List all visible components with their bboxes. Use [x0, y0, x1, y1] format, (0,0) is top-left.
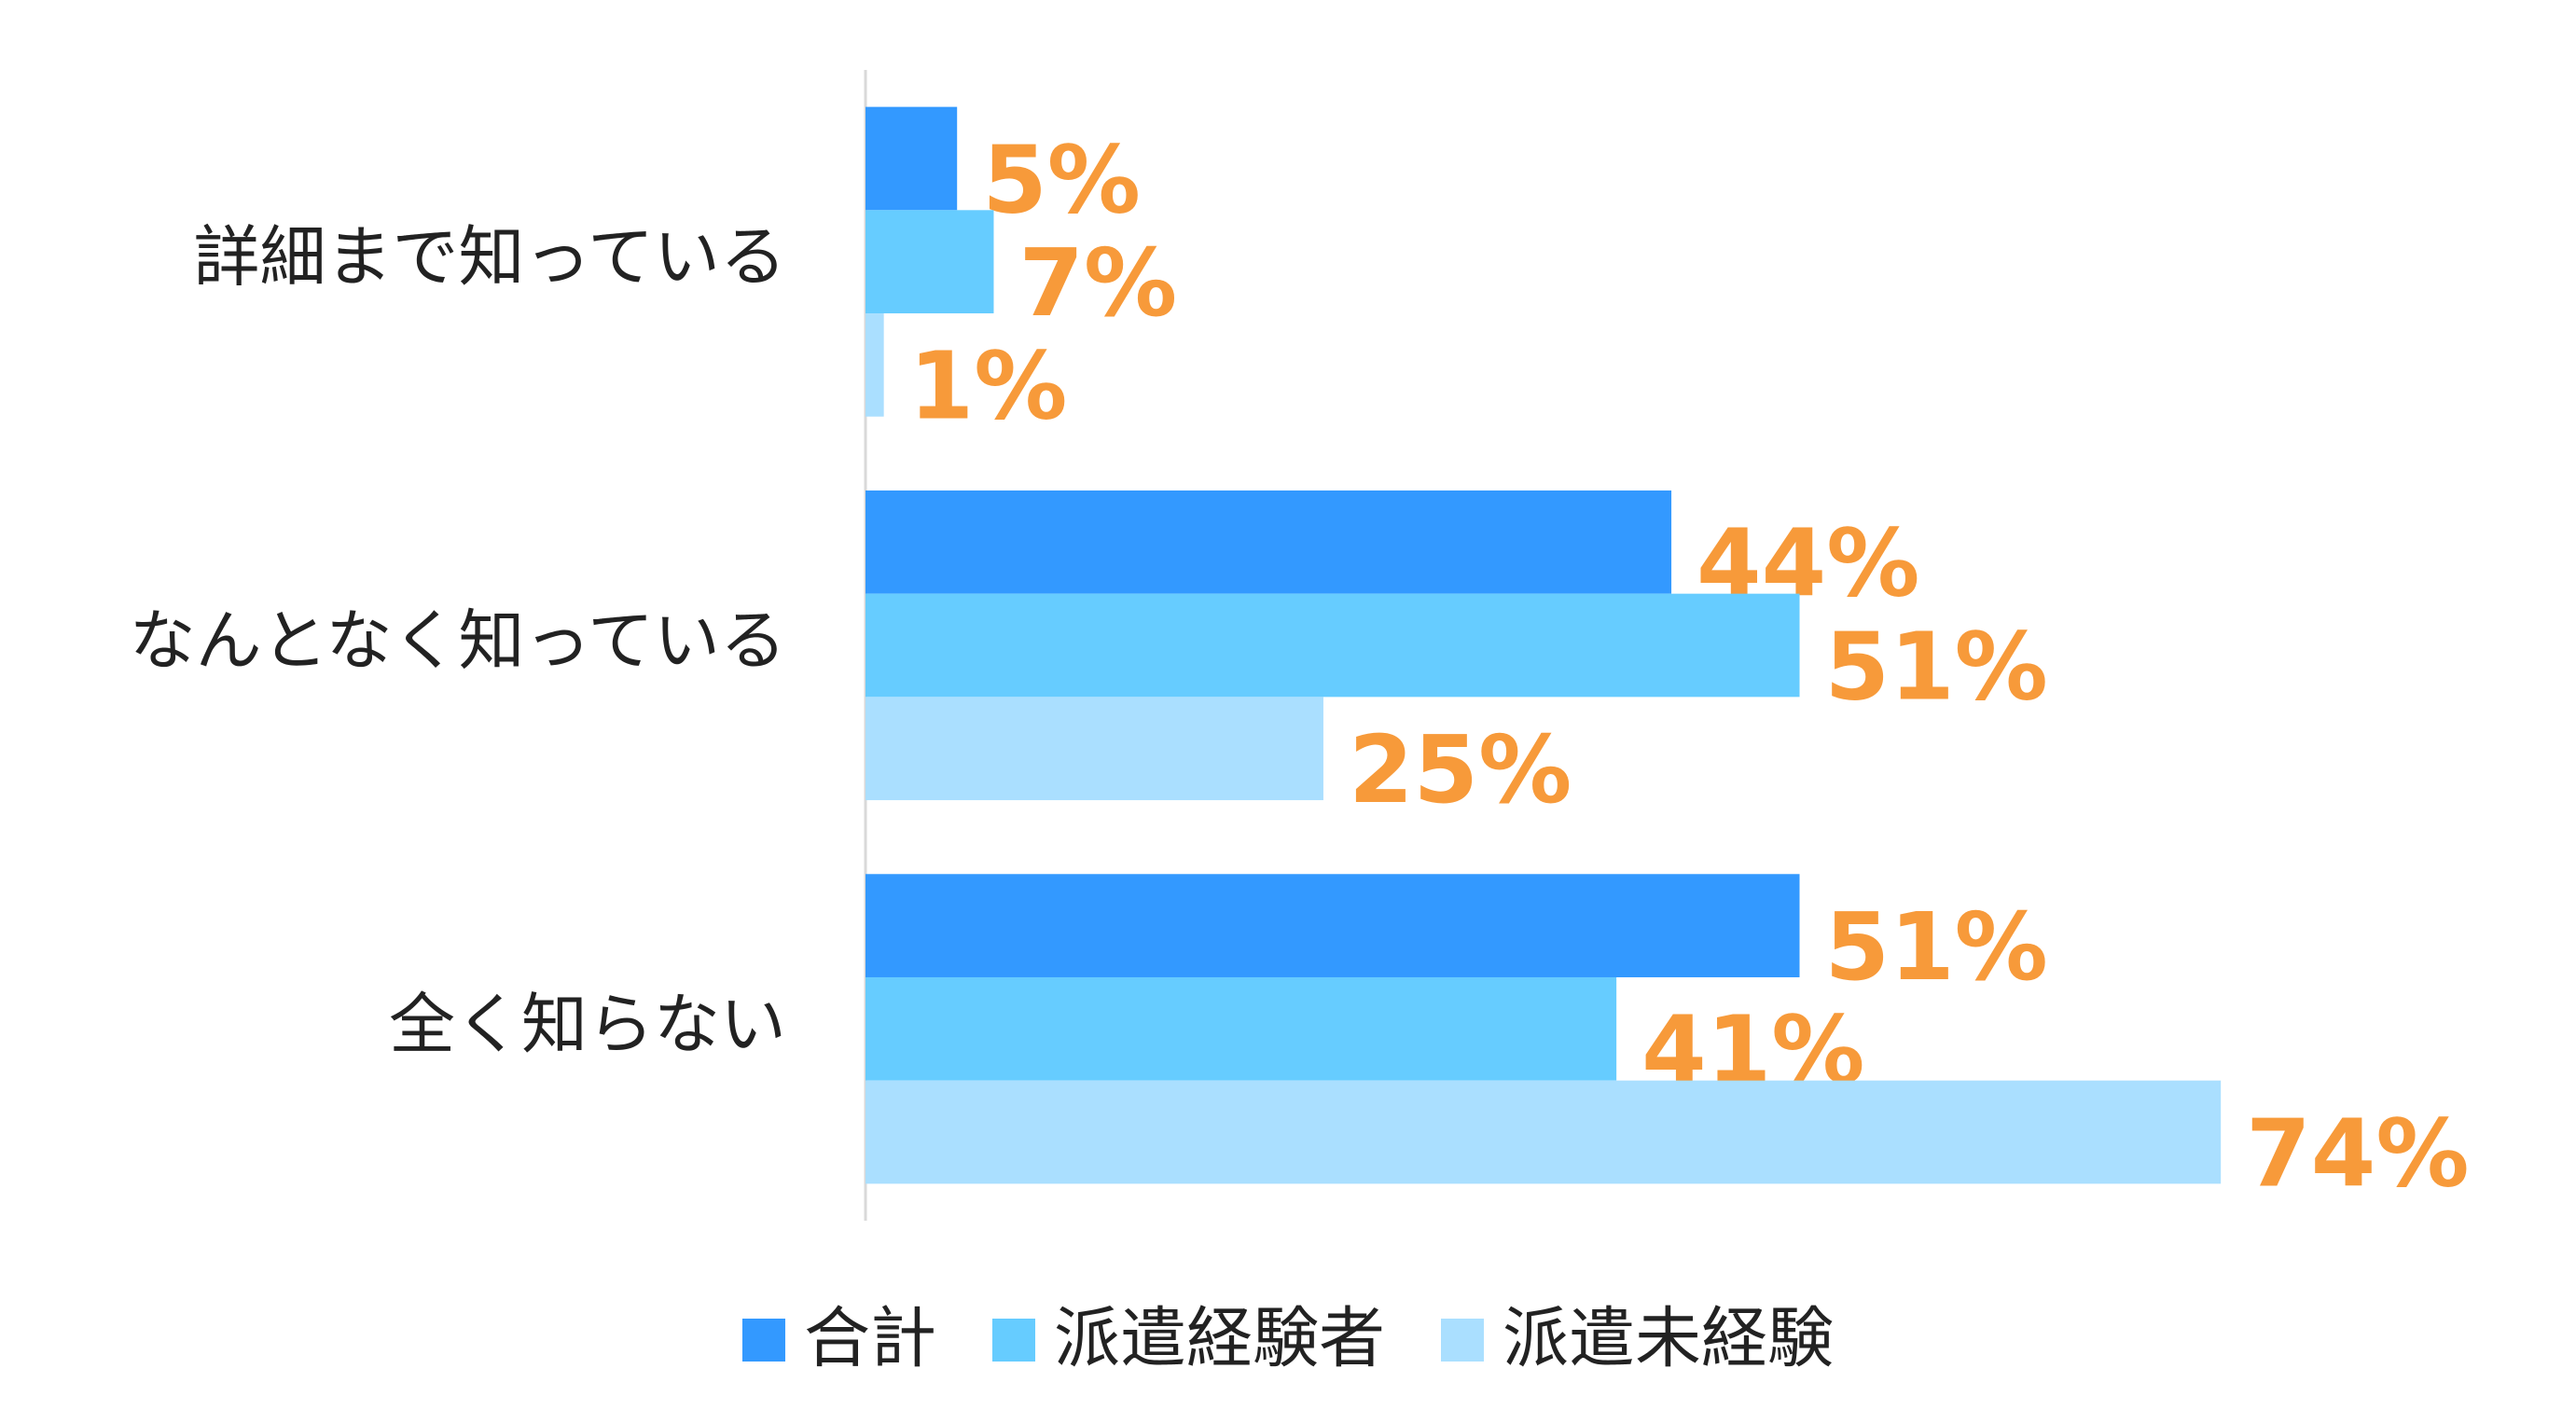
- bar: [866, 490, 1672, 594]
- category-label: 詳細まで知っている: [194, 218, 786, 296]
- legend-swatch: [991, 1319, 1035, 1362]
- bar: [866, 106, 958, 211]
- legend-label: 合計: [804, 1300, 936, 1377]
- bar: [866, 210, 994, 314]
- value-label: 7%: [1018, 228, 1177, 338]
- value-label: 51%: [1825, 612, 2048, 721]
- category-label: 全く知らない: [389, 986, 786, 1063]
- legend-swatch: [1441, 1319, 1485, 1362]
- value-label: 5%: [982, 125, 1141, 234]
- value-label: 51%: [1825, 892, 2048, 1002]
- legend-swatch: [741, 1319, 785, 1362]
- bar: [866, 697, 1323, 801]
- category-label: なんとなく知っている: [130, 602, 786, 680]
- bar: [866, 593, 1800, 698]
- legend-label: 派遣経験者: [1054, 1300, 1385, 1377]
- bar: [866, 313, 884, 417]
- legend-label: 派遣未経験: [1503, 1300, 1834, 1377]
- value-label: 74%: [2246, 1099, 2469, 1208]
- bar: [866, 976, 1617, 1081]
- value-label: 25%: [1349, 715, 1572, 824]
- bar: [866, 1080, 2222, 1184]
- bar: [866, 874, 1800, 977]
- value-label: 1%: [909, 332, 1068, 441]
